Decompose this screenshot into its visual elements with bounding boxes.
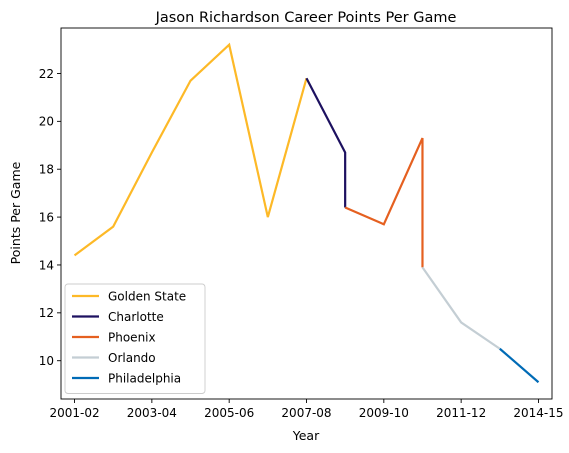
chart-title: Jason Richardson Career Points Per Game [155,10,457,26]
y-tick-label: 22 [39,67,54,81]
x-tick-label: 2003-04 [127,406,177,420]
y-tick-label: 12 [39,306,54,320]
legend-label-charlotte: Charlotte [108,310,164,324]
x-tick-label: 2011-12 [436,406,486,420]
x-tick-label: 2001-02 [49,406,99,420]
legend-label-phoenix: Phoenix [108,331,156,345]
x-tick-label: 2007-08 [281,406,331,420]
x-axis-label: Year [292,428,320,443]
legend: Golden State Charlotte Phoenix Orlando Phila… [64,283,206,394]
x-axis: 2001-02 2003-04 2005-06 2007-08 2009-10 2011-… [49,399,564,420]
y-tick-label: 14 [39,258,54,272]
y-tick-label: 20 [39,115,54,129]
legend-label-orlando: Orlando [108,351,156,365]
series-line-golden-state [73,42,308,257]
y-tick-label: 16 [39,210,54,224]
y-axis-label: Points Per Game [8,161,23,264]
series-line-philadelphia [499,347,540,384]
plot-area [73,42,540,384]
series-line-phoenix [344,137,424,268]
legend-label-philadelphia: Philadelphia [108,372,181,386]
series-line-orlando [421,266,501,350]
y-tick-label: 10 [39,354,54,368]
legend-label-golden-state: Golden State [108,290,186,304]
series-line-charlotte [305,77,347,208]
x-tick-label: 2014-15 [513,406,563,420]
x-tick-label: 2005-06 [204,406,254,420]
y-axis: 10 12 14 16 18 20 22 [39,67,61,368]
y-tick-label: 18 [39,163,54,177]
x-tick-label: 2009-10 [359,406,409,420]
legend-box [64,283,206,394]
